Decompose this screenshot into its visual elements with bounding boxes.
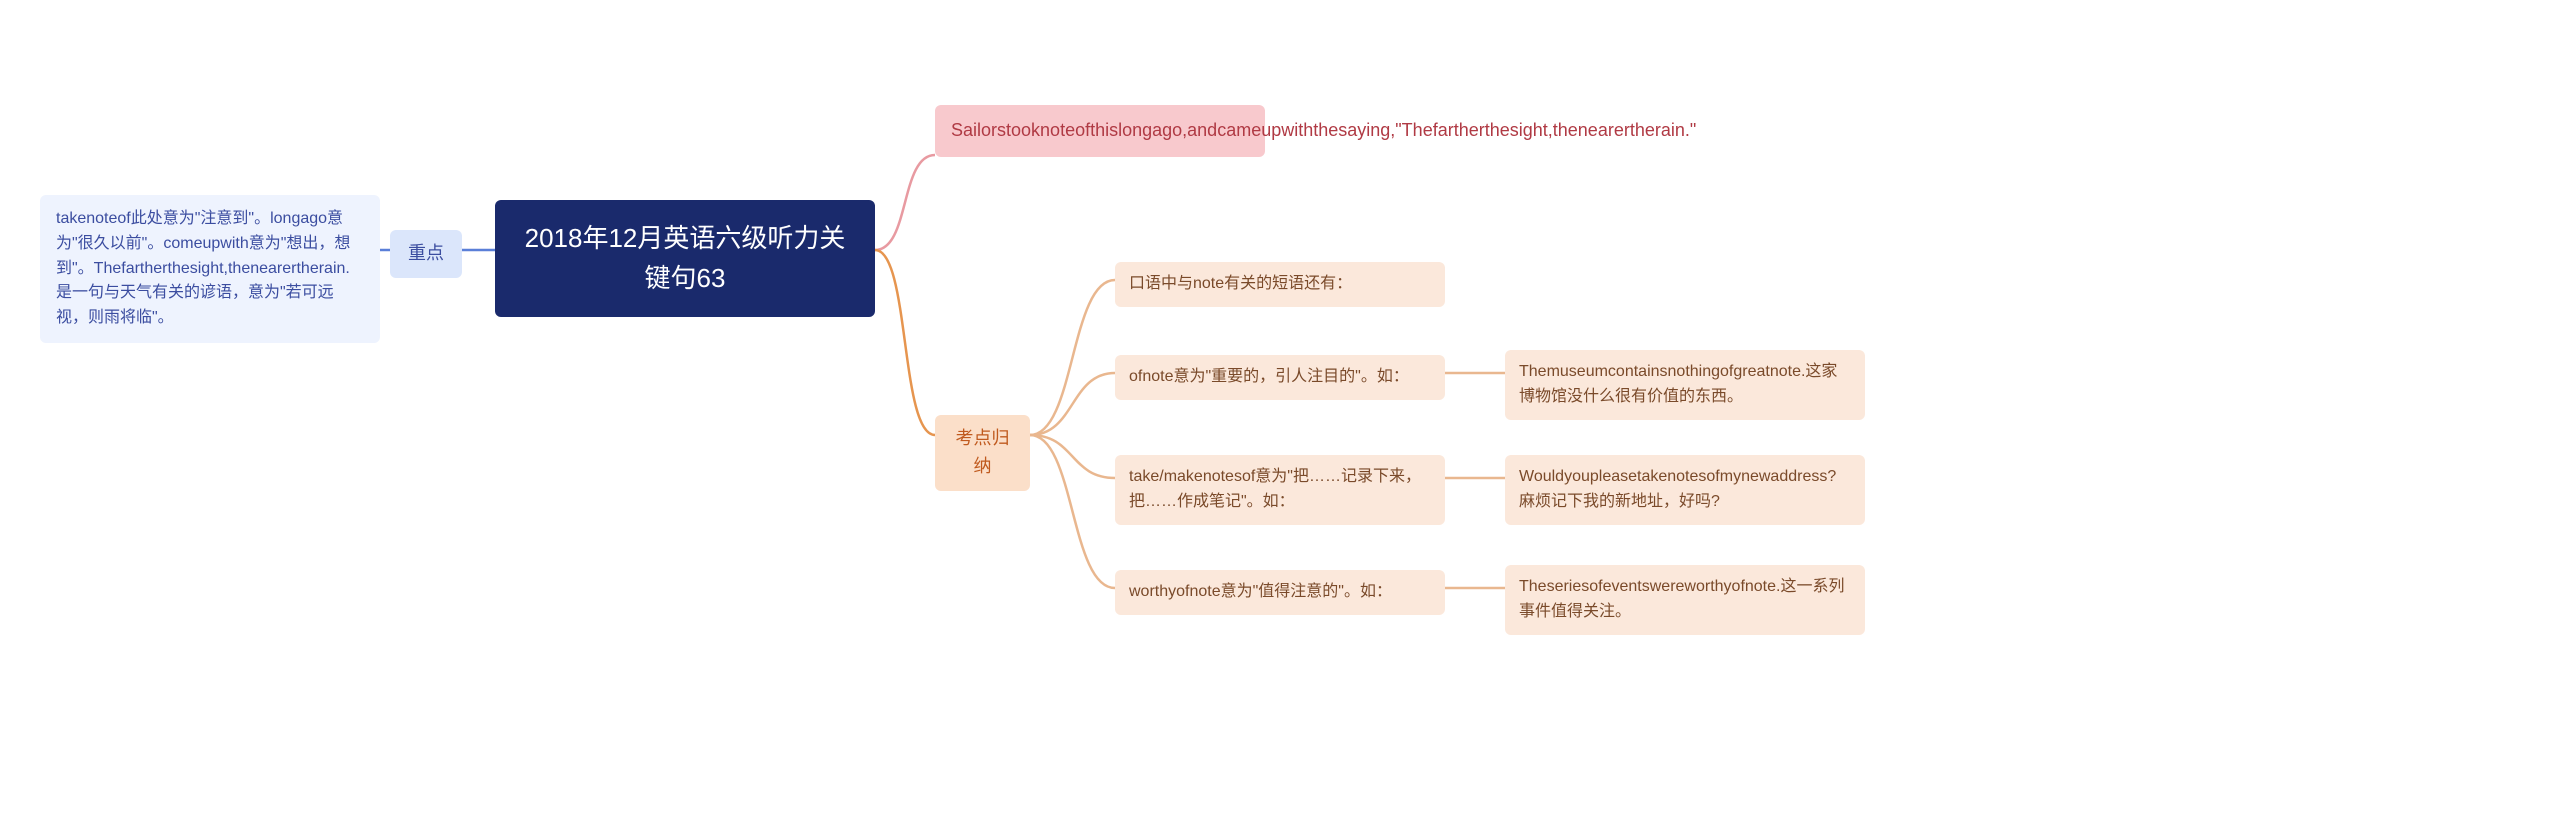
exam-takenotes-example[interactable]: Wouldyoupleasetakenotesofmynewaddress?麻烦… xyxy=(1505,455,1865,525)
exam-worthy[interactable]: worthyofnote意为"值得注意的"。如： xyxy=(1115,570,1445,615)
exam-points-label[interactable]: 考点归纳 xyxy=(935,415,1030,491)
root-node[interactable]: 2018年12月英语六级听力关键句63 xyxy=(495,200,875,317)
key-point-label[interactable]: 重点 xyxy=(390,230,462,278)
example-sentence[interactable]: Sailorstooknoteofthislongago,andcameupwi… xyxy=(935,105,1265,157)
exam-ofnote-example[interactable]: Themuseumcontainsnothingofgreatnote.这家博物… xyxy=(1505,350,1865,420)
key-point-detail[interactable]: takenoteof此处意为"注意到"。longago意为"很久以前"。come… xyxy=(40,195,380,343)
exam-worthy-example[interactable]: Theseriesofeventswereworthyofnote.这一系列事件… xyxy=(1505,565,1865,635)
exam-ofnote[interactable]: ofnote意为"重要的，引人注目的"。如： xyxy=(1115,355,1445,400)
exam-intro[interactable]: 口语中与note有关的短语还有： xyxy=(1115,262,1445,307)
exam-takenotes[interactable]: take/makenotesof意为"把……记录下来，把……作成笔记"。如： xyxy=(1115,455,1445,525)
